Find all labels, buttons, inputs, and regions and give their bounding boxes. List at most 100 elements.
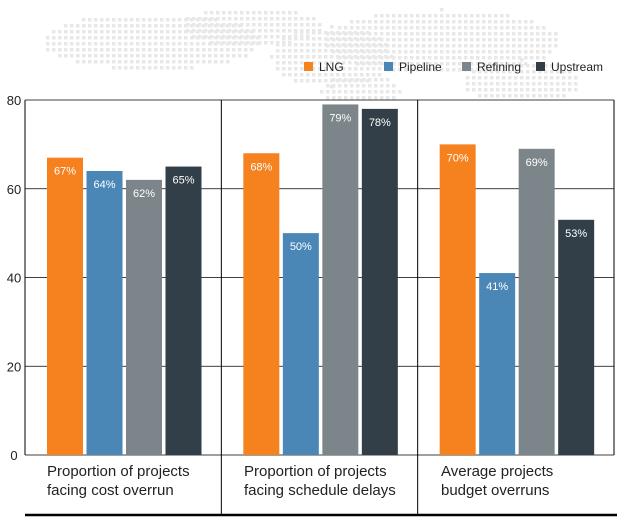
map-dot [380, 56, 384, 60]
map-dot [252, 29, 256, 33]
map-dot [476, 62, 480, 66]
map-dot [282, 35, 286, 39]
map-dot [380, 26, 384, 30]
map-dot [378, 55, 382, 59]
map-dot [520, 58, 524, 62]
map-dot [130, 60, 134, 64]
map-dot [372, 37, 376, 41]
map-dot [154, 36, 158, 40]
map-dot [160, 42, 164, 46]
map-dot [332, 50, 336, 54]
map-dot [166, 24, 170, 28]
map-dot [458, 14, 462, 18]
map-dot [404, 38, 408, 42]
map-dot [294, 37, 298, 41]
map-dot [464, 14, 468, 18]
map-dot [166, 66, 170, 70]
map-dot [106, 54, 110, 58]
map-dot [124, 30, 128, 34]
map-dot [282, 17, 286, 21]
map-dot [354, 79, 358, 83]
map-dot [288, 61, 292, 65]
map-dot [458, 56, 462, 60]
map-dot [240, 23, 244, 27]
map-dot [512, 32, 516, 36]
map-dot [416, 14, 420, 18]
map-dot [288, 41, 292, 45]
map-dot [366, 43, 370, 47]
map-dot [64, 24, 68, 28]
map-dot [202, 24, 206, 28]
map-dot [318, 23, 322, 27]
map-dot [550, 64, 554, 68]
map-dot [410, 56, 414, 60]
bar-lng-2 [439, 144, 476, 455]
map-dot [368, 20, 372, 24]
map-dot [336, 79, 340, 83]
map-dot [306, 73, 310, 77]
map-dot [512, 50, 516, 54]
map-dot [374, 62, 378, 66]
map-dot [568, 88, 572, 92]
map-dot [82, 42, 86, 46]
map-dot [524, 56, 528, 60]
map-dot [220, 36, 224, 40]
map-dot [368, 56, 372, 60]
map-dot [446, 62, 450, 66]
map-dot [374, 78, 378, 82]
map-dot [554, 38, 558, 42]
map-dot [312, 37, 316, 41]
map-dot [500, 14, 504, 18]
map-dot [330, 61, 334, 65]
map-dot [196, 18, 200, 22]
map-dot [76, 48, 80, 52]
map-dot [130, 54, 134, 58]
map-dot [270, 29, 274, 33]
map-dot [550, 70, 554, 74]
map-dot [562, 76, 566, 80]
map-dot [392, 84, 396, 88]
map-dot [488, 56, 492, 60]
map-dot [326, 32, 330, 36]
map-dot [386, 32, 390, 36]
map-dot [232, 42, 236, 46]
map-dot [458, 50, 462, 54]
map-dot [488, 62, 492, 66]
map-dot [446, 50, 450, 54]
map-dot [240, 11, 244, 15]
map-dot [130, 48, 134, 52]
map-dot [238, 54, 242, 58]
map-dot [244, 48, 248, 52]
map-dot [554, 44, 558, 48]
map-dot [234, 29, 238, 33]
map-dot [472, 76, 476, 80]
map-dot [330, 73, 334, 77]
map-dot [380, 84, 384, 88]
map-dot [338, 78, 342, 82]
map-dot [208, 60, 212, 64]
map-dot [452, 44, 456, 48]
map-dot [172, 42, 176, 46]
map-dot [398, 44, 402, 48]
map-dot [142, 36, 146, 40]
map-dot [360, 73, 364, 77]
map-dot [398, 20, 402, 24]
map-dot [512, 38, 516, 42]
map-dot [324, 79, 328, 83]
map-dot [398, 62, 402, 66]
map-dot [94, 60, 98, 64]
map-dot [294, 29, 298, 33]
map-dot [342, 55, 346, 59]
legend-label-refining: Refining [477, 60, 521, 74]
map-dot [58, 36, 62, 40]
map-dot [354, 67, 358, 71]
map-dot [428, 26, 432, 30]
map-dot [312, 61, 316, 65]
map-dot [518, 50, 522, 54]
map-dot [428, 62, 432, 66]
map-dot [216, 29, 220, 33]
map-dot [258, 29, 262, 33]
map-dot [532, 70, 536, 74]
map-dot [378, 61, 382, 65]
map-dot [470, 14, 474, 18]
